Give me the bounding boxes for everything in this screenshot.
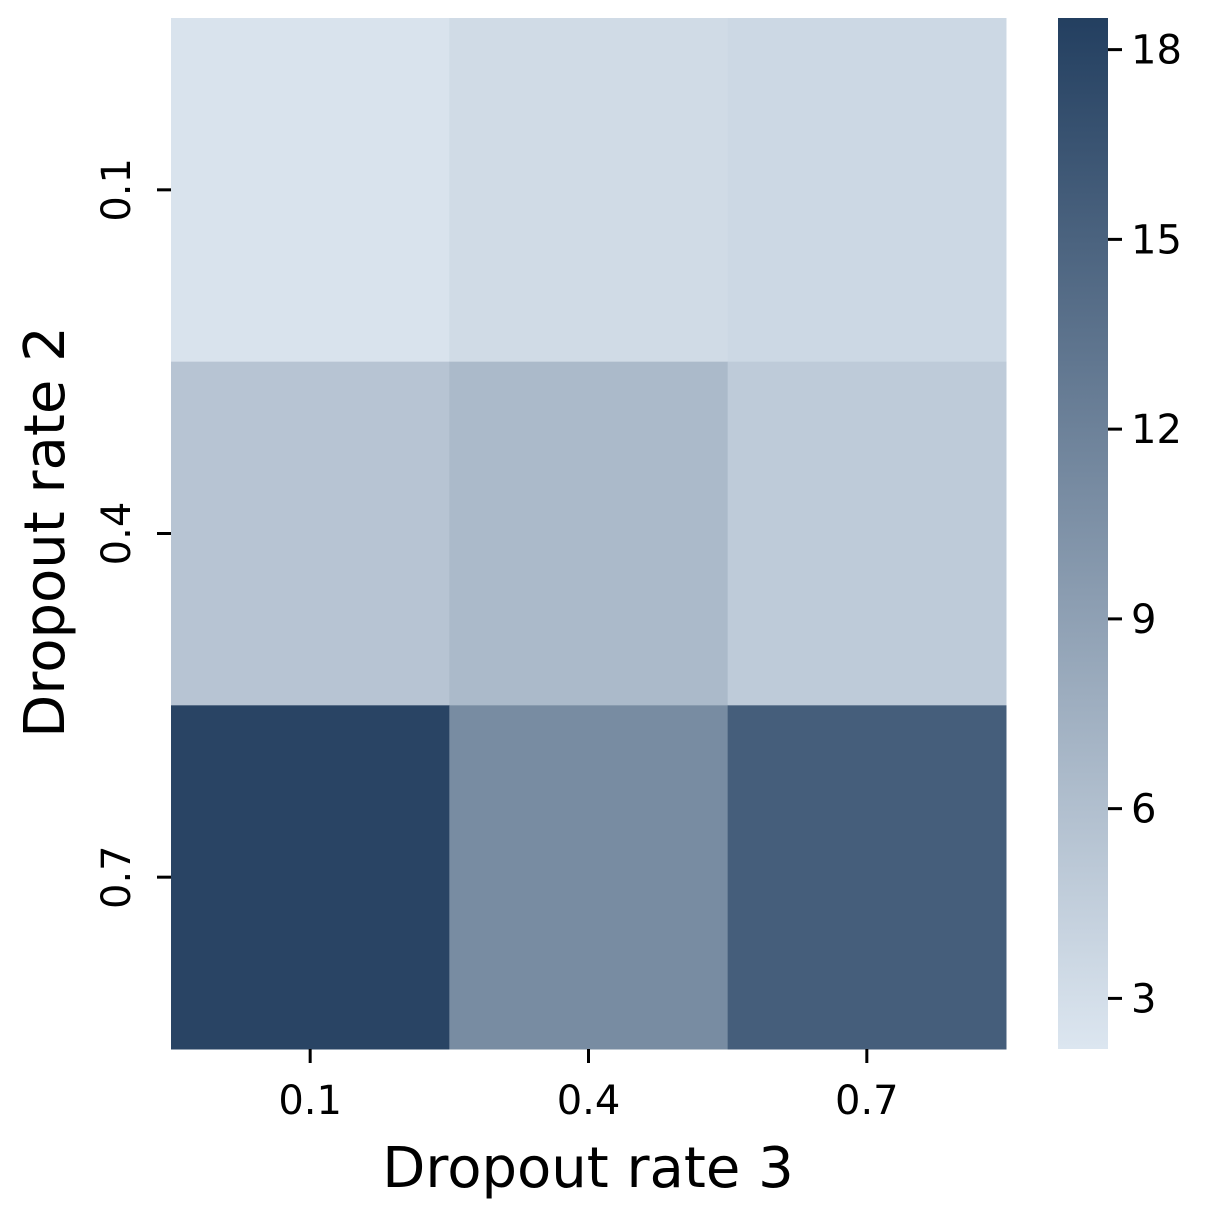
x-tick-label: 0.1 [278,1078,342,1124]
heatmap-cell-0.7-0.7 [727,705,1007,1050]
y-tick-label: 0.7 [94,845,140,909]
colorbar-tick-label: 15 [1131,217,1182,263]
y-axis-title: Dropout rate 2 [13,326,78,737]
heatmap-cell-0.4-0.7 [727,361,1007,706]
heatmap-cell-0.1-0.7 [727,18,1007,363]
x-axis-title: Dropout rate 3 [382,1136,793,1201]
colorbar: 3 6 9 12 15 18 [1058,18,1182,1049]
heatmap-cell-0.4-0.1 [171,361,450,706]
colorbar-ticks: 3 6 9 12 15 18 [1108,28,1182,1022]
heatmap-cell-0.7-0.1 [171,705,450,1050]
colorbar-tick-label: 6 [1131,787,1156,833]
colorbar-tick-label: 12 [1131,407,1182,453]
colorbar-gradient [1058,18,1108,1049]
heatmap-cell-0.4-0.4 [449,361,729,706]
heatmap-cells [171,18,1007,1050]
heatmap-cell-0.1-0.4 [449,18,729,363]
x-axis: 0.1 0.4 0.7 [278,1049,899,1124]
y-tick-label: 0.1 [94,158,140,222]
colorbar-tick-label: 3 [1131,976,1156,1022]
colorbar-tick-label: 9 [1131,597,1156,643]
heatmap-cell-0.7-0.4 [449,705,729,1050]
x-tick-label: 0.4 [557,1078,621,1124]
y-axis: 0.1 0.4 0.7 [94,158,171,909]
y-tick-label: 0.4 [94,502,140,566]
heatmap-cell-0.1-0.1 [171,18,450,363]
colorbar-tick-label: 18 [1131,28,1182,74]
x-tick-label: 0.7 [835,1078,899,1124]
